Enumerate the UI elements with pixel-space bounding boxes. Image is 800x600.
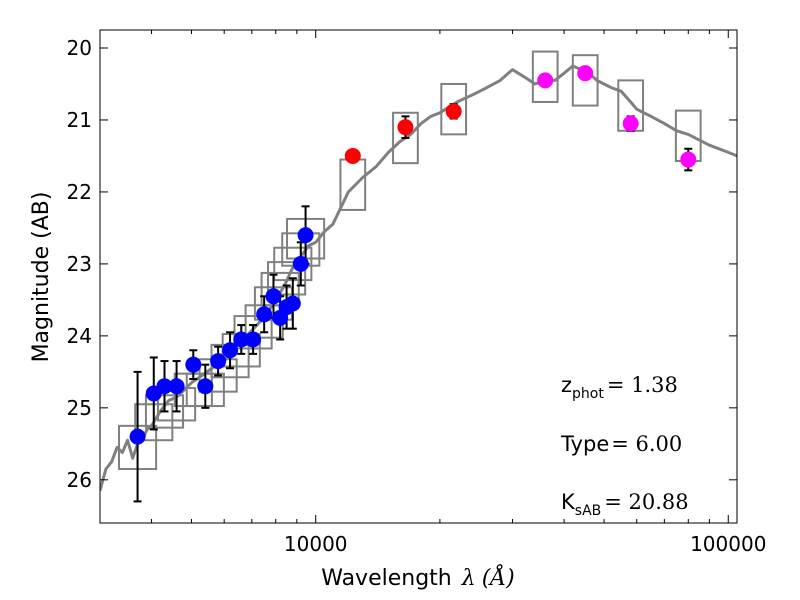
point-mid-infrared-2	[622, 115, 639, 132]
model-box-19	[440, 82, 468, 136]
point-optical-11	[265, 288, 282, 305]
x-axis-title-unit: (Å)	[482, 563, 515, 591]
annotation-zphot: zphot = 1.38	[561, 373, 678, 402]
point-optical-7	[222, 342, 239, 359]
model-sed-line	[100, 64, 737, 491]
point-mid-infrared-1	[577, 65, 594, 82]
annotation-type: Type= 6.00	[560, 432, 682, 456]
point-optical-8	[233, 331, 250, 348]
y-tick-label-1: 21	[67, 108, 92, 132]
point-optical-4	[185, 356, 202, 373]
model-box-18	[392, 111, 419, 165]
point-near-infrared-2	[445, 103, 462, 120]
x-axis-title: Wavelength λ (Å)	[321, 563, 515, 591]
point-optical-10	[256, 306, 273, 323]
data-points	[129, 65, 697, 445]
y-tick-label-6: 26	[67, 468, 92, 492]
model-sed-layer	[100, 64, 737, 491]
point-optical-9	[245, 331, 262, 348]
x-tick-label-1: 100000	[690, 532, 766, 556]
point-optical-16	[297, 227, 314, 244]
x-axis-title-text: Wavelength	[321, 566, 452, 591]
y-tick-label-4: 24	[67, 324, 92, 348]
y-tick-label-5: 25	[67, 396, 92, 420]
point-optical-3	[168, 378, 185, 395]
point-mid-infrared-3	[680, 151, 697, 168]
point-optical-0	[129, 428, 146, 445]
x-tick-label-0: 10000	[284, 532, 348, 556]
point-optical-2	[156, 378, 173, 395]
annotation-type-label: Type	[560, 432, 609, 456]
y-tick-label-2: 22	[67, 180, 92, 204]
annotation-zphot-label: z	[561, 373, 572, 397]
fit-annotations: zphot = 1.38 Type= 6.00 KsAB = 20.88	[560, 373, 689, 519]
axis-ticks: 20 21 22 23 24 25 26 10000 100000	[67, 30, 766, 556]
annotation-type-value: = 6.00	[611, 432, 682, 456]
point-mid-infrared-0	[537, 72, 554, 89]
x-axis-title-symbol: λ	[461, 566, 476, 591]
y-axis-title: Magnitude (AB)	[29, 192, 54, 363]
point-optical-6	[210, 353, 227, 370]
point-near-infrared-0	[344, 147, 361, 164]
annotation-zphot-sub: phot	[572, 386, 604, 402]
point-optical-14	[284, 295, 301, 312]
annotation-zphot-value: = 1.38	[607, 373, 678, 397]
annotation-ksab-value: = 20.88	[604, 490, 688, 514]
annotation-ksab: KsAB = 20.88	[561, 490, 689, 519]
point-optical-15	[292, 255, 309, 272]
annotation-ksab-label: K	[561, 490, 576, 514]
annotation-ksab-sub: sAB	[575, 503, 601, 519]
point-optical-5	[197, 378, 214, 395]
point-near-infrared-1	[397, 119, 414, 136]
plot-frame	[99, 29, 738, 524]
y-tick-label-0: 20	[67, 36, 92, 60]
y-tick-label-3: 23	[67, 252, 92, 276]
